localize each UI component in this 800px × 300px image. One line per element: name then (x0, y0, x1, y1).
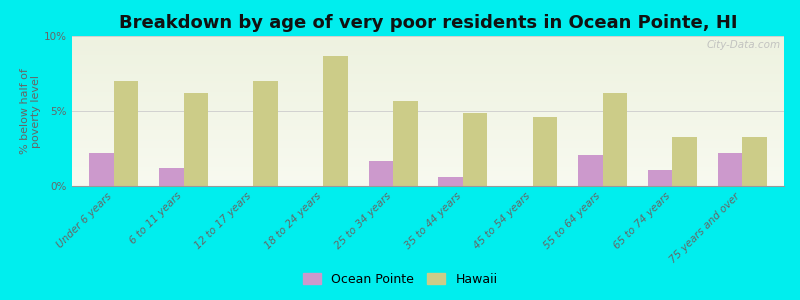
Bar (648, 169, 672, 186)
Text: City-Data.com: City-Data.com (706, 40, 781, 50)
Bar (393, 100, 418, 186)
Bar (90, 153, 114, 186)
Bar (254, 81, 278, 186)
Bar (438, 177, 463, 186)
Bar (184, 93, 208, 186)
Bar (323, 56, 348, 186)
Bar (114, 81, 138, 186)
Bar (742, 136, 766, 186)
Bar (463, 112, 487, 186)
Title: Breakdown by age of very poor residents in Ocean Pointe, HI: Breakdown by age of very poor residents … (118, 14, 738, 32)
Bar (578, 154, 602, 186)
Bar (369, 160, 393, 186)
Bar (159, 168, 184, 186)
Bar (602, 93, 627, 186)
Bar (672, 136, 697, 186)
Legend: Ocean Pointe, Hawaii: Ocean Pointe, Hawaii (298, 268, 502, 291)
Bar (718, 153, 742, 186)
Bar (533, 117, 557, 186)
Y-axis label: % below half of
poverty level: % below half of poverty level (20, 68, 42, 154)
